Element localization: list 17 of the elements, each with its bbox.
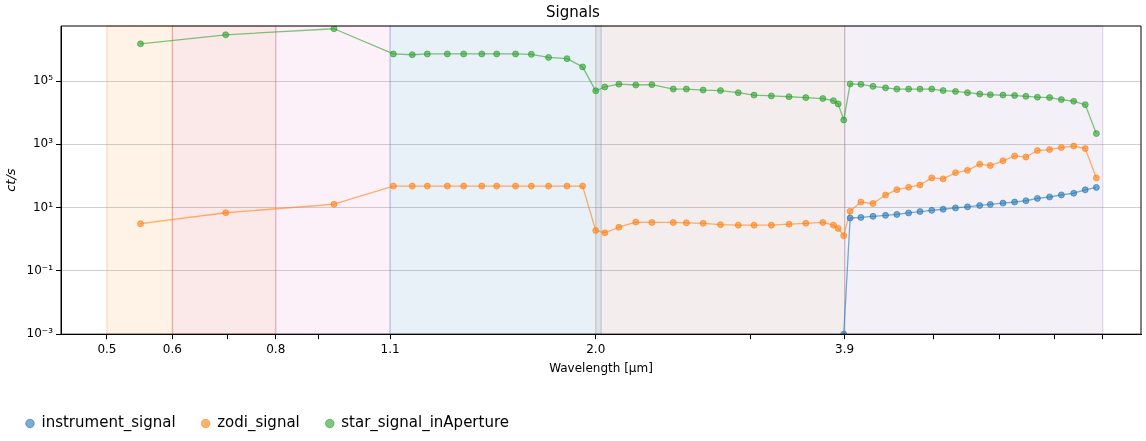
y-axis-title: ct/s [3,168,19,192]
y-tick-label: 10⁻¹ [26,263,54,278]
chart-title: Signals [546,2,601,21]
x-tick-label: 0.8 [266,341,286,356]
x-tick-label: 2.0 [586,341,606,356]
x-tick-label: 3.9 [835,341,855,356]
y-tick-label: 10⁻³ [26,326,54,341]
y-tick-label: 10³ [32,136,54,151]
legend-label: star_signal_inAperture [341,413,509,433]
legend-label: zodi_signal [217,413,300,433]
x-tick-label: 0.6 [162,341,182,356]
x-axis-title: Wavelength [μm] [549,360,653,375]
legend-label: instrument_signal [41,413,176,433]
x-tick-label: 0.5 [97,341,117,356]
y-tick-label: 10⁵ [32,73,54,88]
y-tick-label: 10¹ [32,199,54,214]
x-tick-label: 1.1 [380,341,400,356]
